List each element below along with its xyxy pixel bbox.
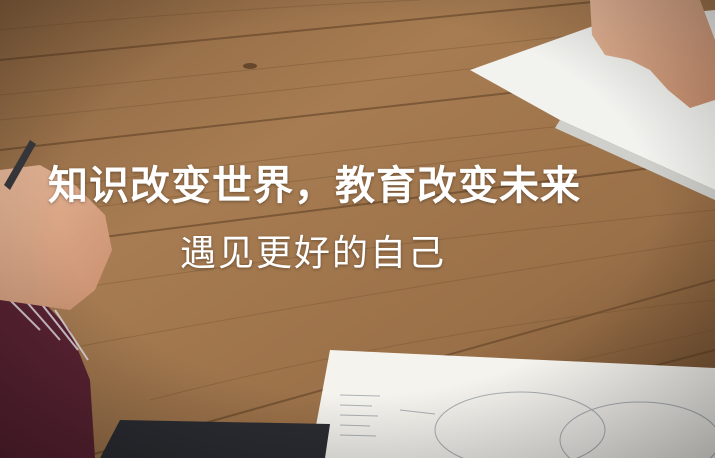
banner-subline: 遇见更好的自己 — [180, 233, 447, 274]
banner-headline: 知识改变世界，教育改变未来 — [48, 163, 581, 209]
